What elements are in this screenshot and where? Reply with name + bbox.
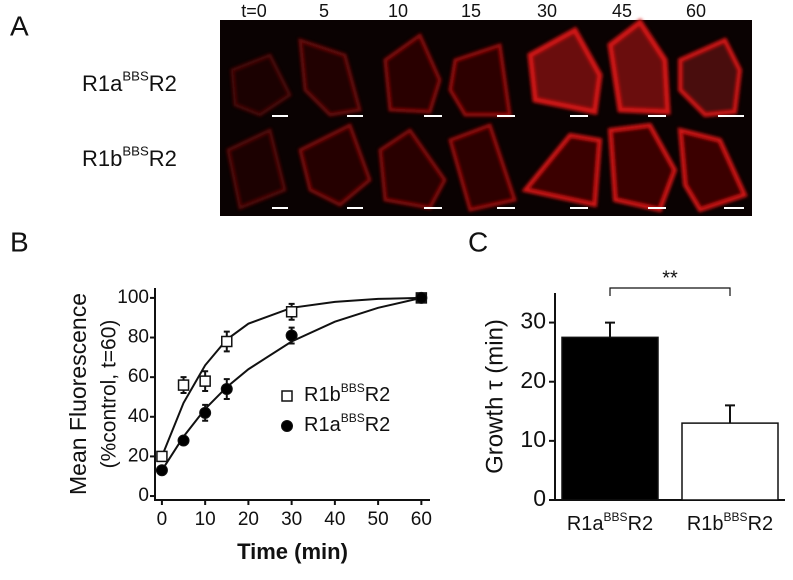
y-tick-label: 0 — [138, 485, 149, 506]
x-tick-label: 50 — [368, 509, 389, 530]
y-tick-label: 0 — [533, 485, 546, 511]
data-point — [221, 335, 233, 348]
label-base: R1a — [304, 414, 342, 436]
label-base: R1b — [82, 146, 122, 171]
label-tail: R2 — [365, 414, 391, 436]
data-point — [177, 379, 190, 391]
label-sup: BBS — [341, 411, 365, 425]
fit-curve — [161, 296, 422, 471]
y-tick-label: 10 — [520, 426, 546, 452]
x-tick-label: 30 — [281, 509, 302, 530]
time-label: 15 — [461, 1, 481, 21]
time-label: 30 — [537, 1, 557, 21]
time-label: 45 — [612, 1, 632, 21]
label: R1bBBSR2 — [304, 381, 390, 406]
annotation: ** — [662, 267, 678, 289]
x-tick-label: 60 — [411, 509, 432, 530]
panel-label: C — [468, 226, 488, 257]
time-label: 5 — [319, 1, 329, 21]
label-sup: BBS — [122, 69, 149, 84]
data-point — [155, 464, 168, 477]
label: R1aBBSR2 — [82, 69, 177, 96]
label-tail: R2 — [149, 146, 177, 171]
label-tail: R2 — [748, 513, 774, 535]
label-tail: R2 — [149, 71, 177, 96]
data-point — [285, 329, 298, 342]
label-base: R1a — [82, 71, 123, 96]
y-tick-label: 60 — [128, 366, 149, 387]
data-point — [220, 383, 233, 396]
axes — [154, 288, 430, 501]
label-tail: R2 — [365, 384, 391, 406]
y-axis-title: (%control, t=60) — [98, 320, 121, 469]
label-base: R1a — [567, 513, 605, 535]
x-tick-label: 0 — [157, 509, 168, 530]
x-tick-label: 20 — [238, 509, 259, 530]
bar — [561, 336, 659, 501]
data-point — [177, 434, 190, 447]
micrographs — [220, 18, 752, 216]
error-bar — [605, 321, 615, 338]
y-tick-label: 80 — [128, 327, 149, 348]
data-point — [199, 375, 211, 387]
panel-label: A — [10, 10, 29, 41]
y-tick-label: 40 — [128, 406, 149, 427]
legend-marker — [281, 390, 293, 402]
x-tick-label: 40 — [324, 509, 345, 530]
data-point — [156, 450, 168, 463]
fit-curve — [160, 296, 422, 457]
error-bar — [725, 404, 735, 424]
x-axis-title: Time (min) — [237, 539, 348, 564]
label: R1aBBSR2 — [567, 510, 653, 535]
y-tick-label: 100 — [117, 287, 149, 308]
scale-bars — [272, 115, 744, 209]
y-tick-label: 30 — [520, 308, 546, 334]
label-tail: R2 — [628, 513, 654, 535]
label-base: R1b — [687, 513, 724, 535]
cell-outlines — [226, 18, 748, 213]
x-tick-label: 10 — [195, 509, 216, 530]
label-sup: BBS — [724, 510, 748, 524]
y-tick-label: 20 — [520, 367, 546, 393]
y-tick-label: 20 — [128, 445, 149, 466]
data-point — [199, 406, 212, 419]
label-sup: BBS — [341, 381, 365, 395]
significance-bracket — [609, 287, 731, 296]
label: R1aBBSR2 — [304, 411, 390, 436]
panel-label: B — [10, 226, 29, 257]
y-axis-title: Growth τ (min) — [481, 319, 508, 474]
y-axis-title: Mean Fluorescence — [65, 293, 91, 495]
time-label: 10 — [388, 1, 408, 21]
label-sup: BBS — [604, 510, 628, 524]
label: R1bBBSR2 — [82, 144, 177, 171]
time-label: t=0 — [241, 1, 267, 21]
label: R1bBBSR2 — [687, 510, 773, 535]
label-base: R1b — [304, 384, 341, 406]
legend-marker — [281, 420, 293, 432]
label-sup: BBS — [122, 144, 149, 159]
bar — [681, 422, 779, 501]
data-point — [285, 306, 298, 318]
data-point — [415, 291, 428, 304]
time-label: 60 — [686, 1, 706, 21]
